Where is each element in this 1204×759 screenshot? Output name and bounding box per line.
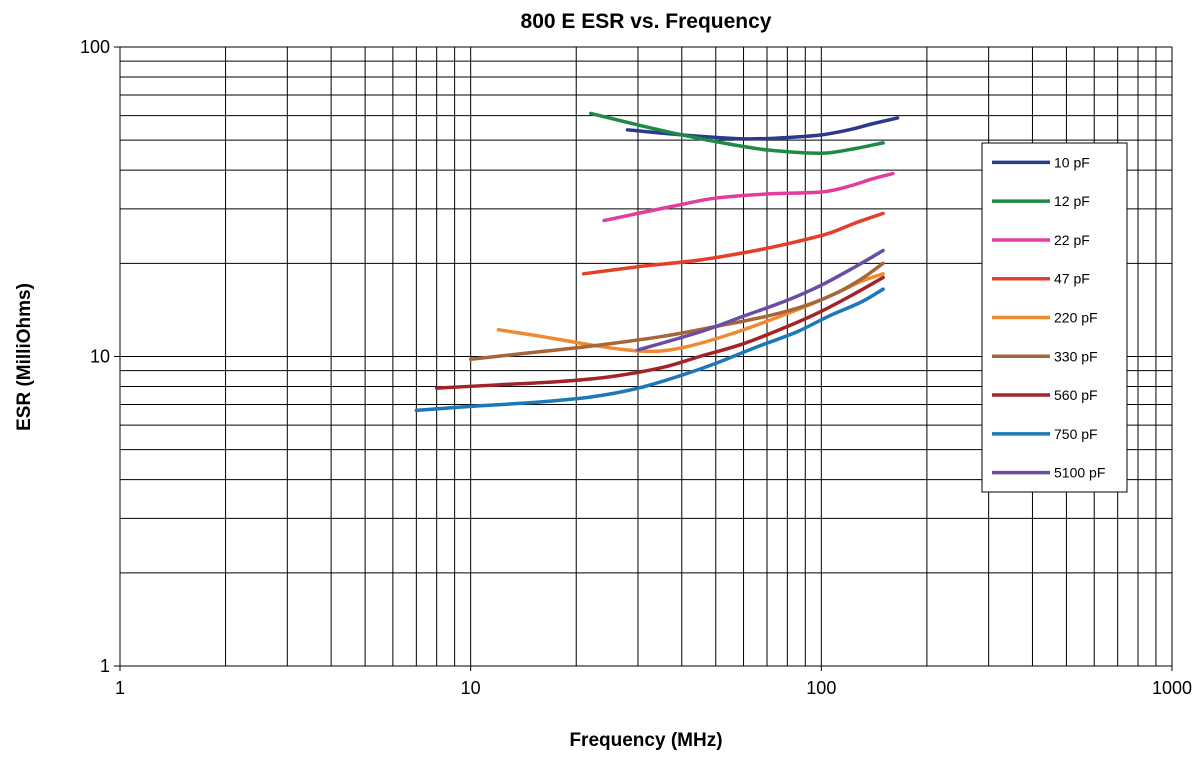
chart-title: 800 E ESR vs. Frequency (521, 10, 772, 33)
legend-label-330-pf: 330 pF (1054, 348, 1098, 364)
legend: 10 pF 12 pF 22 pF 47 pF 220 pF 330 pF 560 pF 75… (981, 142, 1128, 493)
legend-label-10-pf: 10 pF (1054, 154, 1090, 170)
legend-label-5100-pf: 5100 pF (1054, 465, 1105, 481)
legend-label-220-pf: 220 pF (1054, 310, 1098, 326)
series-line-330-pf (468, 261, 885, 361)
series-line-47-pf (581, 211, 885, 276)
x-tick-label: 10 (461, 678, 481, 698)
y-axis-label: ESR (MilliOhms) (14, 283, 35, 431)
y-tick-label: 100 (80, 37, 110, 57)
legend-label-560-pf: 560 pF (1054, 387, 1098, 403)
x-tick-label: 100 (806, 678, 836, 698)
series-line-750-pf (414, 287, 885, 413)
series-line-560-pf (434, 275, 885, 390)
series-line-220-pf (496, 272, 885, 354)
series-line-22-pf (602, 171, 895, 223)
legend-label-750-pf: 750 pF (1054, 426, 1098, 442)
series-line-10-pf (625, 116, 900, 141)
series-group (414, 111, 900, 413)
x-tick-label: 1000 (1152, 678, 1192, 698)
legend-label-12-pf: 12 pF (1054, 193, 1090, 209)
series-line-12-pf (588, 111, 885, 156)
legend-label-22-pf: 22 pF (1054, 232, 1090, 248)
series-line-5100-pf (636, 248, 885, 352)
tick-labels: 1 10 100 1000 1 10 100 (80, 37, 1192, 698)
y-tick-label: 10 (90, 347, 110, 367)
x-axis-label: Frequency (MHz) (569, 730, 722, 751)
legend-label-47-pf: 47 pF (1054, 271, 1090, 287)
y-tick-label: 1 (100, 656, 110, 676)
x-tick-label: 1 (115, 678, 125, 698)
